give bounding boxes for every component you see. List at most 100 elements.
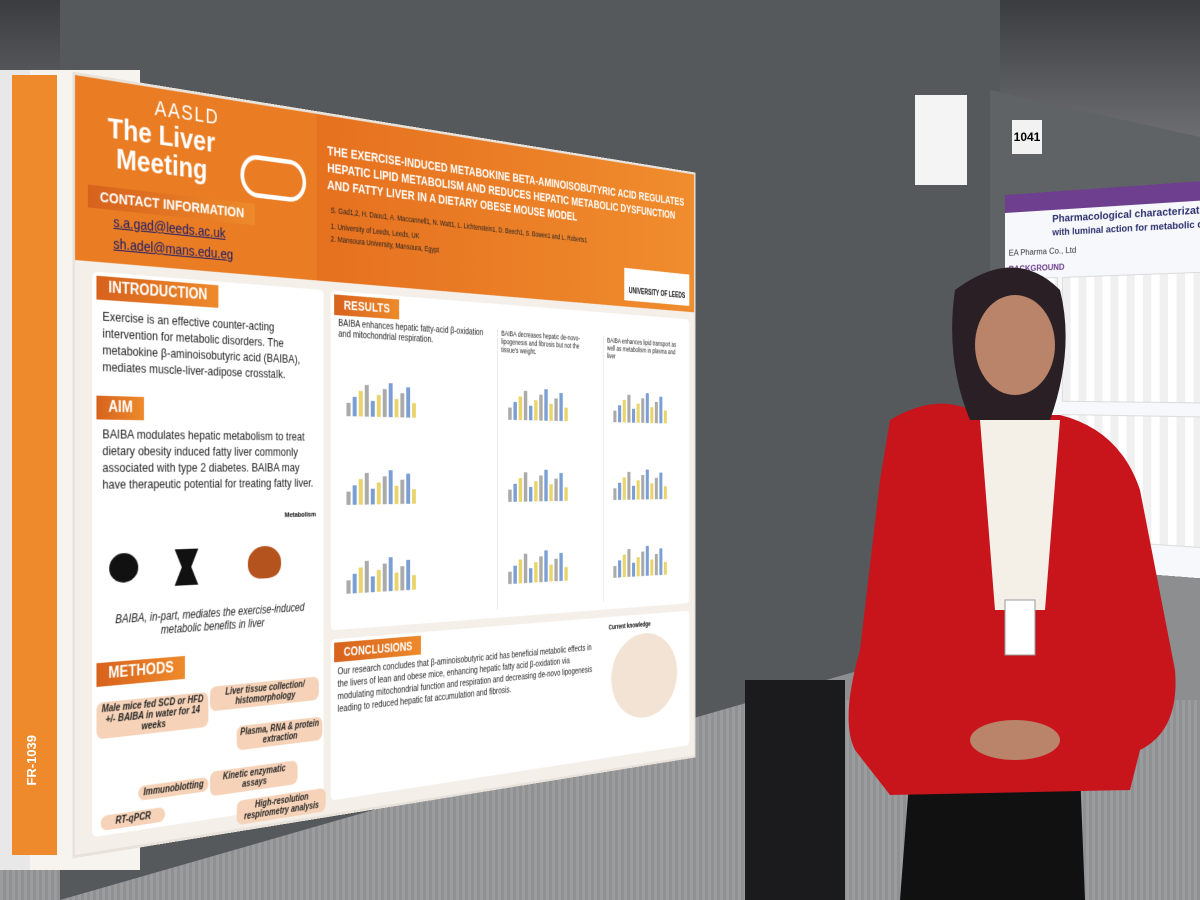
figure-bar	[513, 565, 517, 584]
poster-strip: FR-1039	[12, 75, 57, 855]
method-item: Liver tissue collection/ histomorphology	[209, 676, 319, 712]
panel-heading: BAIBA enhances lipid transport as well a…	[607, 336, 677, 361]
figure-bar	[636, 557, 640, 577]
figure	[608, 367, 681, 435]
affiliation: 2. Mansoura University, Mansoura, Egypt	[330, 234, 439, 255]
figure-bars	[508, 469, 568, 502]
figure-bar	[659, 548, 663, 576]
figure-bar	[364, 560, 369, 593]
method-item: Plasma, RNA & protein extraction	[236, 716, 323, 751]
figure-bar	[549, 403, 553, 421]
figure-bar	[346, 491, 351, 505]
section-heading: INTRODUCTION	[96, 275, 219, 308]
figure-bar	[641, 551, 645, 577]
figure	[502, 362, 594, 434]
figure-bar	[523, 390, 528, 421]
figure-bars	[613, 391, 667, 424]
figure-bar	[663, 561, 667, 575]
figure-bar	[641, 474, 645, 500]
result-panel: BAIBA decreases hepatic de-novo-lipogene…	[497, 328, 599, 610]
diagram-caption: BAIBA, in-part, mediates the exercise-in…	[115, 600, 305, 637]
figure-bar	[529, 405, 533, 421]
figure-bar	[627, 549, 631, 577]
figure-bar	[400, 479, 405, 504]
figure-bar	[650, 407, 654, 424]
figure-bar	[539, 556, 543, 583]
figure-bar	[539, 475, 543, 502]
figure-bar	[346, 580, 351, 594]
figure-bar	[659, 472, 663, 500]
figure-bar	[508, 571, 512, 585]
logo-mark	[240, 152, 307, 204]
figure-bar	[346, 402, 351, 417]
figure-bar	[406, 387, 411, 418]
figure-bar	[645, 469, 649, 500]
figure-bar	[632, 408, 636, 423]
figure-bar	[654, 477, 658, 500]
diagram-label: Metabolism	[284, 510, 317, 519]
figure-bar	[358, 479, 363, 505]
result-panel: BAIBA enhances lipid transport as well a…	[603, 335, 685, 602]
figure-bar	[613, 410, 617, 423]
figure-bar	[358, 567, 363, 594]
figure-bar	[412, 575, 416, 590]
figure-bar	[645, 545, 649, 576]
figure-bar	[376, 569, 381, 592]
figure-bar	[529, 568, 533, 583]
figure-bar	[394, 572, 399, 591]
method-item: Male mice fed SCD or HFD +/- BAIBA in wa…	[96, 691, 209, 740]
figure-bar	[352, 485, 357, 505]
figure-bars	[346, 555, 416, 594]
aim-text: BAIBA modulates hepatic metabolism to tr…	[102, 426, 314, 492]
poster-number: 1041	[1008, 195, 1032, 209]
figure-bar	[564, 487, 568, 501]
figure-bar	[627, 394, 631, 423]
hands	[970, 720, 1060, 760]
figure-bar	[534, 481, 538, 502]
trousers	[900, 770, 1085, 900]
figure	[340, 354, 487, 432]
figure-bar	[523, 553, 528, 584]
figure-bar	[618, 405, 622, 423]
method-item: Immunoblotting	[138, 776, 209, 801]
methods-list: Male mice fed SCD or HFD +/- BAIBA in wa…	[96, 672, 326, 832]
figure-bar	[636, 480, 640, 500]
figure-bar	[627, 471, 631, 500]
figure-bar	[613, 565, 617, 578]
poster: AASLD The Liver Meeting CONTACT INFORMAT…	[75, 75, 695, 855]
figure-bar	[654, 553, 658, 576]
figure-bar	[544, 469, 548, 502]
section-heading: RESULTS	[334, 294, 400, 320]
figure-bar	[544, 550, 548, 582]
figure-bars	[346, 381, 416, 418]
figure-bar	[564, 407, 568, 422]
figure-bar	[549, 484, 553, 502]
introduction-text: Exercise is an effective counter-acting …	[102, 308, 301, 381]
figure-bar	[632, 562, 636, 577]
figure-bar	[388, 383, 393, 418]
figure-bars	[613, 544, 667, 578]
figure-bar	[622, 399, 626, 423]
figure-bar	[513, 401, 517, 421]
figure-bar	[508, 407, 512, 420]
figure-bar	[376, 394, 381, 417]
figure-bar	[394, 485, 399, 505]
figure-bar	[650, 483, 654, 500]
figure-bar	[523, 472, 528, 502]
figure-bars	[508, 549, 568, 585]
figure-bar	[382, 563, 387, 592]
figure-bar	[518, 559, 523, 584]
section-heading: METHODS	[96, 655, 185, 688]
figure-bar	[412, 489, 416, 504]
background-person	[745, 680, 845, 900]
figure-bars	[613, 469, 667, 501]
poster-id: FR-1039	[24, 735, 39, 786]
result-panel: BAIBA enhances hepatic fatty-acid β-oxid…	[334, 318, 491, 622]
figure-bar	[559, 552, 563, 582]
panel-heading: BAIBA decreases hepatic de-novo-lipogene…	[501, 328, 581, 356]
figure-bar	[559, 392, 563, 422]
figure-bar	[400, 566, 405, 591]
university-logo: UNIVERSITY OF LEEDS	[624, 267, 690, 306]
figure-bar	[534, 562, 538, 583]
